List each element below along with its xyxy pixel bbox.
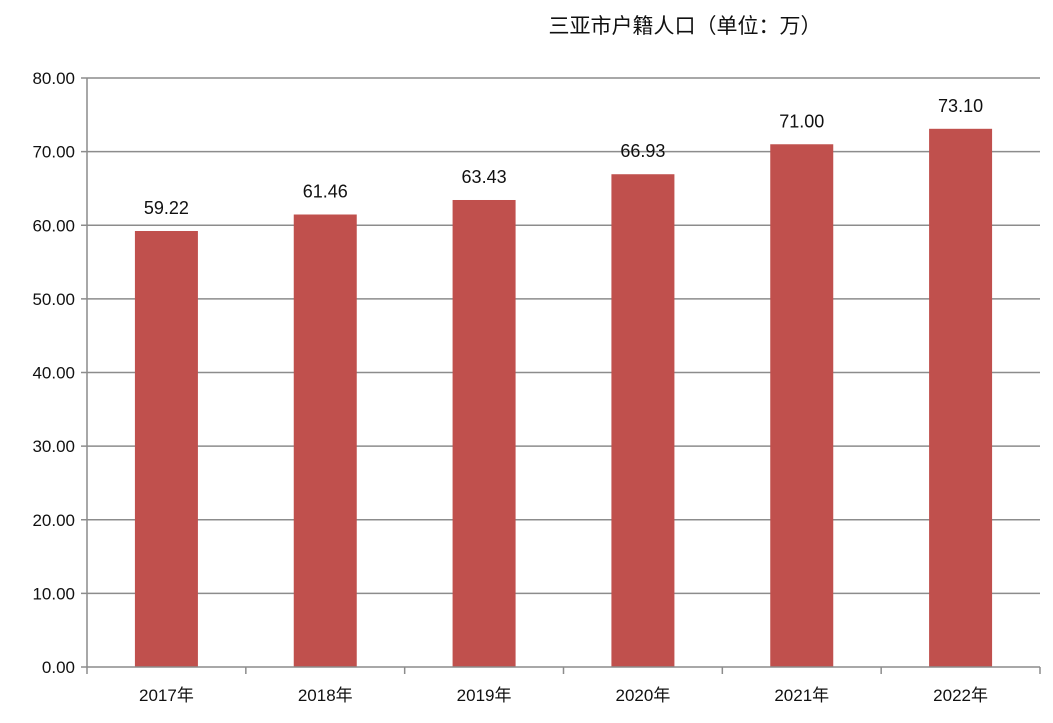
bar [134, 230, 198, 668]
bar [929, 128, 993, 667]
x-tick-label: 2017年 [139, 686, 194, 705]
bar [293, 214, 357, 668]
bar [452, 199, 516, 667]
data-label: 61.46 [303, 182, 348, 202]
x-tick-label: 2019年 [457, 686, 512, 705]
y-tick-label: 0.00 [42, 658, 75, 677]
data-label: 63.43 [462, 167, 507, 187]
x-tick-label: 2021年 [774, 686, 829, 705]
labels: 0.00 10.00 20.00 30.00 40.00 50.00 60.00 70.00 8… [32, 69, 988, 705]
y-tick-label: 40.00 [32, 364, 75, 383]
axes [81, 77, 1041, 674]
x-tick-label: 2018年 [298, 686, 353, 705]
bars [134, 128, 993, 668]
x-tick-label: 2020年 [616, 686, 671, 705]
y-tick-label: 60.00 [32, 216, 75, 235]
data-label: 71.00 [779, 111, 824, 131]
data-label: 66.93 [620, 141, 665, 161]
data-label: 73.10 [938, 96, 983, 116]
y-tick-label: 20.00 [32, 511, 75, 530]
y-tick-label: 80.00 [32, 69, 75, 88]
y-tick-label: 70.00 [32, 143, 75, 162]
data-label: 59.22 [144, 198, 189, 218]
y-tick-label: 30.00 [32, 437, 75, 456]
chart-title: 三亚市户籍人口（单位：万） [548, 14, 822, 38]
bar [611, 174, 675, 667]
y-tick-label: 10.00 [32, 584, 75, 603]
x-tick-label: 2022年 [933, 686, 988, 705]
y-tick-label: 50.00 [32, 290, 75, 309]
bar [770, 144, 834, 667]
gridlines [87, 77, 1040, 595]
